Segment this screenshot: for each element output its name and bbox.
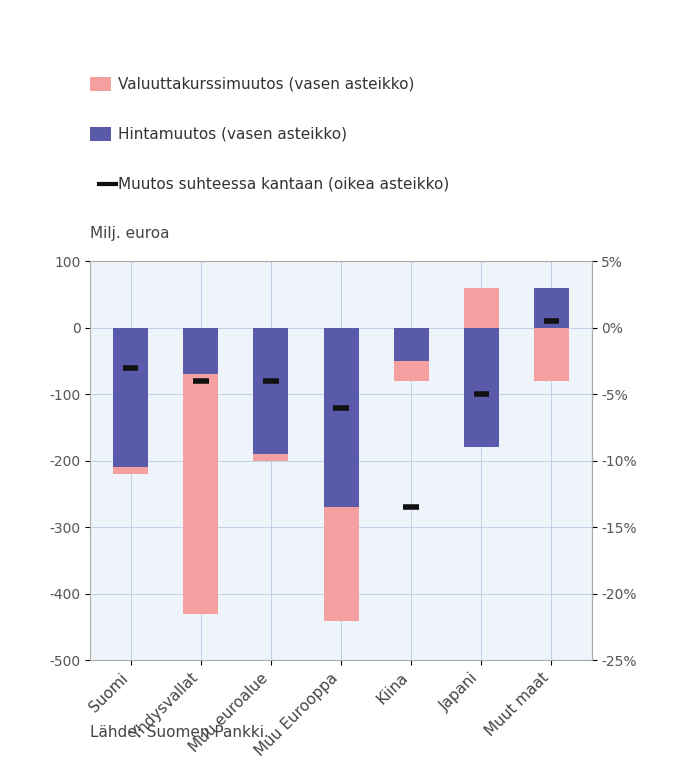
Bar xyxy=(113,328,148,468)
Text: Lähde: Suomen Pankki.: Lähde: Suomen Pankki. xyxy=(90,725,269,740)
Bar xyxy=(324,508,358,621)
Bar xyxy=(183,374,219,614)
Bar xyxy=(253,454,288,461)
Text: Valuuttakurssimuutos (vasen asteikko): Valuuttakurssimuutos (vasen asteikko) xyxy=(118,76,415,91)
Bar xyxy=(394,328,429,381)
Bar xyxy=(253,328,288,454)
Bar xyxy=(394,328,429,361)
Text: Hintamuutos (vasen asteikko): Hintamuutos (vasen asteikko) xyxy=(118,126,347,141)
Bar xyxy=(534,288,569,328)
Text: Muutos suhteessa kantaan (oikea asteikko): Muutos suhteessa kantaan (oikea asteikko… xyxy=(118,176,450,191)
Text: Milj. euroa: Milj. euroa xyxy=(90,226,170,241)
Bar xyxy=(464,288,499,328)
Bar xyxy=(183,328,219,374)
Bar xyxy=(464,328,499,448)
Bar xyxy=(534,328,569,381)
Bar xyxy=(324,328,358,508)
Bar xyxy=(113,468,148,474)
